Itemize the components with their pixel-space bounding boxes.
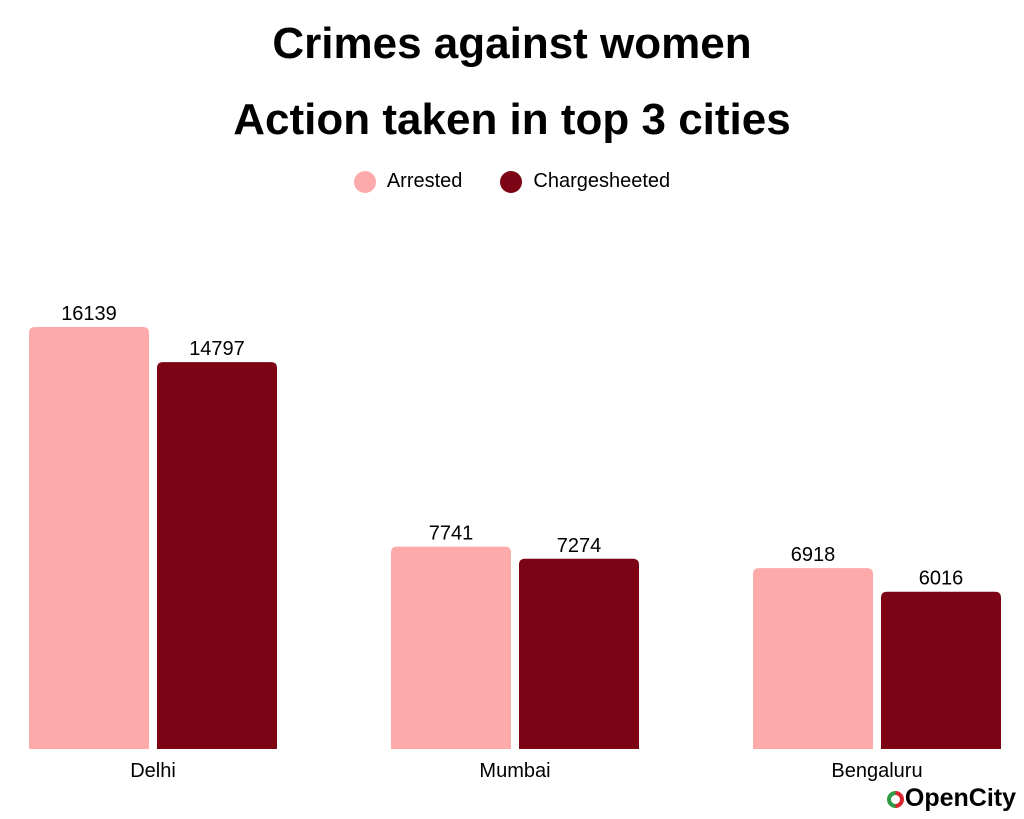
logo-text: OpenCity (904, 784, 1016, 812)
x-tick-label-delhi: Delhi (130, 760, 176, 782)
bar-mumbai-arrested (391, 546, 511, 749)
data-label-bengaluru-chargesheeted: 6016 (919, 568, 964, 590)
chart-subtitle: Action taken in top 3 cities (233, 95, 791, 144)
chart-legend: Arrested Chargesheeted (0, 170, 1024, 193)
bar-delhi-arrested (29, 327, 149, 749)
bar-mumbai-chargesheeted (519, 558, 639, 749)
data-label-delhi-chargesheeted: 14797 (189, 338, 245, 360)
bar-delhi-chargesheeted (157, 362, 277, 749)
legend-item-arrested: Arrested (353, 170, 463, 193)
bar-bengaluru-arrested (753, 568, 873, 749)
opencity-logo: OpenCity (886, 784, 1016, 813)
opencity-logo-icon (886, 791, 904, 808)
chart-title: Crimes against women (272, 19, 752, 68)
data-label-mumbai-chargesheeted: 7274 (557, 535, 602, 557)
x-tick-label-bengaluru: Bengaluru (831, 760, 922, 782)
legend-label-arrested: Arrested (386, 170, 463, 192)
bar-bengaluru-chargesheeted (881, 591, 1001, 749)
x-tick-label-mumbai: Mumbai (479, 760, 550, 782)
legend-item-chargesheeted: Chargesheeted (500, 170, 670, 193)
data-label-delhi-arrested: 16139 (61, 303, 117, 325)
legend-label-chargesheeted: Chargesheeted (533, 170, 671, 192)
legend-swatch-arrested (353, 170, 376, 193)
legend-swatch-chargesheeted (500, 170, 523, 193)
data-label-mumbai-arrested: 7741 (429, 523, 474, 545)
data-label-bengaluru-arrested: 6918 (791, 544, 836, 566)
